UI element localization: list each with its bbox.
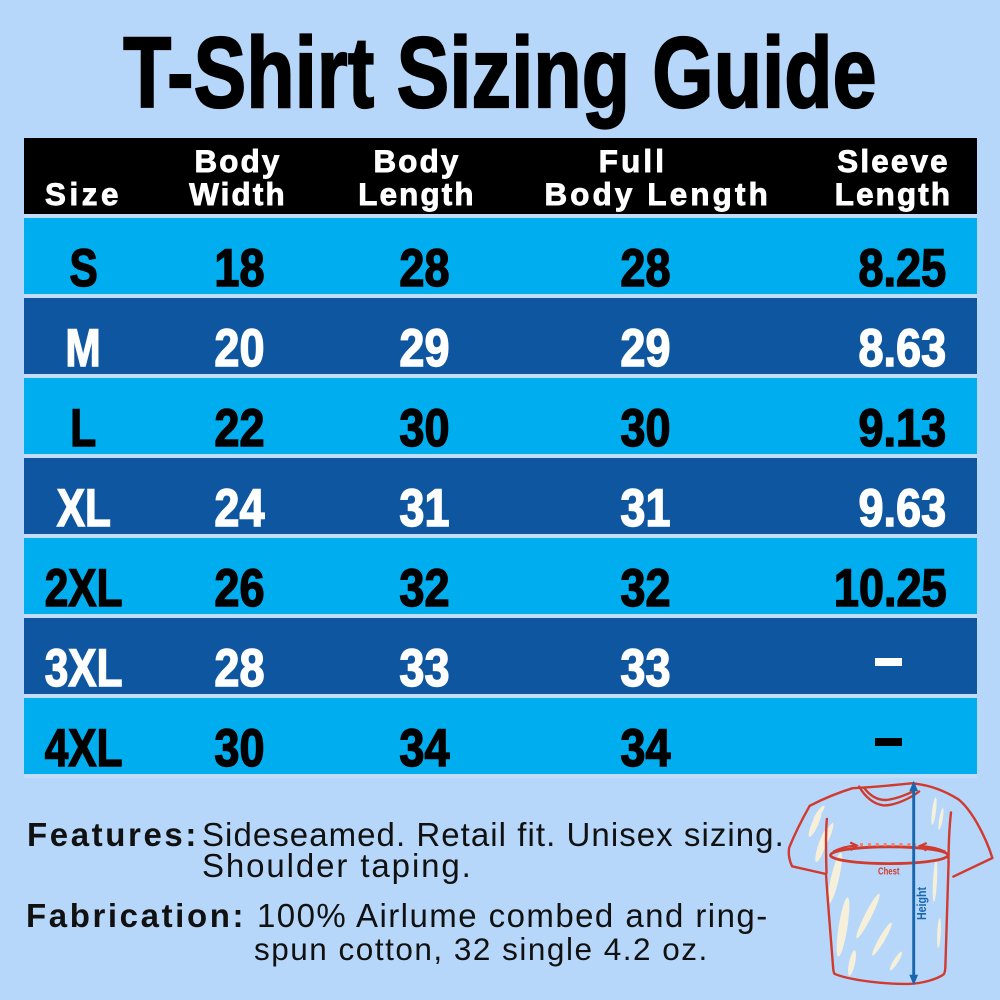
svg-text:Height: Height xyxy=(915,886,929,920)
svg-text:Chest: Chest xyxy=(878,866,900,878)
